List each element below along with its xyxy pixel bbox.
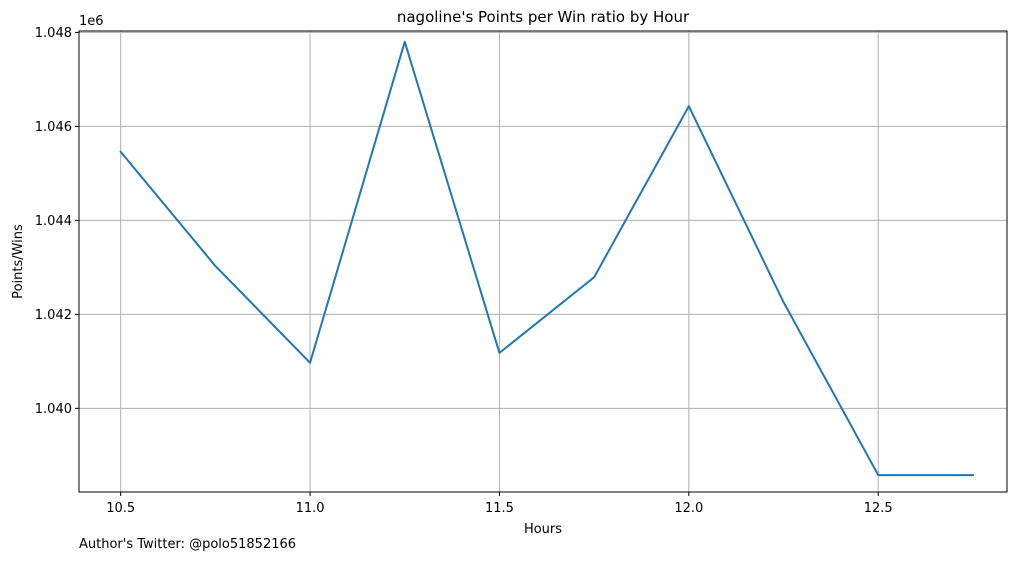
x-tick-label: 12.0 <box>674 501 703 516</box>
y-tick-label: 1.046 <box>35 120 72 135</box>
y-tick-label: 1.042 <box>35 308 72 323</box>
x-tick-label: 11.5 <box>485 501 514 516</box>
x-tick-label: 12.5 <box>864 501 893 516</box>
chart-title: nagoline's Points per Win ratio by Hour <box>397 8 690 26</box>
y-tick-label: 1.044 <box>35 214 72 229</box>
y-tick-label: 1.040 <box>35 402 72 417</box>
tick-layer: 10.5 11.0 11.5 12.0 12.5 1.040 1.042 1.044 1.046… <box>35 26 893 516</box>
x-axis-label: Hours <box>524 522 562 537</box>
plot-frame <box>78 30 1008 493</box>
series-layer <box>119 40 974 477</box>
y-axis-offset-label: 1e6 <box>79 14 104 29</box>
x-tick-label: 10.5 <box>106 501 135 516</box>
y-tick-label: 1.048 <box>35 26 72 41</box>
author-twitter-note: Author's Twitter: @polo51852166 <box>79 537 297 552</box>
x-tick-label: 11.0 <box>296 501 325 516</box>
grid-layer <box>79 31 1007 492</box>
y-axis-label: Points/Wins <box>11 224 26 299</box>
series-line <box>119 40 974 477</box>
